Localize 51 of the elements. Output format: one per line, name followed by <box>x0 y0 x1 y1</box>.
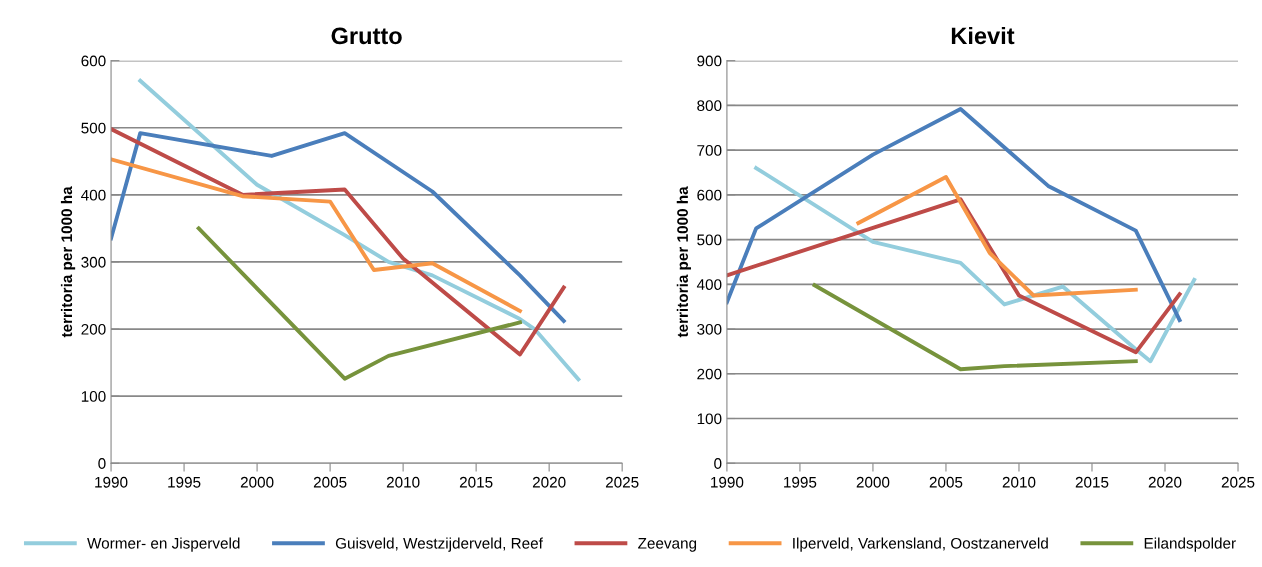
x-tick-label: 2020 <box>532 476 566 488</box>
line-series <box>111 131 566 323</box>
y-tick-label: 400 <box>81 189 106 201</box>
x-tick-label: 1990 <box>711 476 744 488</box>
x-tick-label: 2010 <box>386 476 420 488</box>
x-tick-label: 2000 <box>856 476 890 488</box>
y-tick-label: 900 <box>697 55 722 67</box>
x-tick-label: 2015 <box>459 476 493 488</box>
legend-label: Ilperveld, Varkensland, Oostzanerveld <box>793 537 1048 552</box>
y-tick-label: 300 <box>81 256 106 268</box>
y-tick-label: 500 <box>697 234 722 246</box>
line-series <box>754 166 1197 364</box>
y-tick-label: 400 <box>696 279 722 291</box>
line-series <box>726 197 1182 355</box>
legend-label: Wormer- en Jisperveld <box>87 537 240 552</box>
x-tick-label: 1995 <box>784 476 817 488</box>
x-tick-label: 2025 <box>605 476 639 488</box>
line-series <box>812 283 1138 372</box>
x-tick-label: 2025 <box>1221 476 1255 488</box>
line-series <box>111 127 566 357</box>
x-tick-label: 1990 <box>95 476 128 488</box>
line-series <box>856 175 1138 298</box>
line-series <box>196 226 522 381</box>
y-tick-label: 0 <box>714 458 722 469</box>
y-axis-title: territoria per 1000 ha <box>676 186 692 338</box>
y-tick-label: 0 <box>98 458 106 469</box>
x-tick-label: 1995 <box>168 476 201 488</box>
y-tick-label: 500 <box>81 122 106 134</box>
legend-label: Guisveld, Westzijderveld, Reef <box>335 537 543 552</box>
x-tick-label: 2005 <box>929 476 963 488</box>
y-tick-label: 800 <box>697 100 722 112</box>
chart-title: Kievit <box>951 26 1015 45</box>
x-tick-label: 2005 <box>313 476 347 488</box>
y-tick-label: 700 <box>697 145 722 156</box>
chart-title: Grutto <box>331 27 402 45</box>
legend-label: Zeevang <box>638 538 697 552</box>
y-tick-label: 100 <box>81 391 106 402</box>
y-tick-label: 200 <box>81 323 106 335</box>
x-tick-label: 2015 <box>1075 476 1109 488</box>
line-series <box>726 107 1182 323</box>
y-tick-label: 200 <box>697 368 722 380</box>
y-tick-label: 300 <box>697 323 722 335</box>
legend-label: Eilandspolder <box>1144 537 1236 552</box>
y-tick-label: 600 <box>81 55 106 67</box>
y-tick-label: 600 <box>697 189 722 201</box>
y-tick-label: 100 <box>697 413 722 425</box>
x-tick-label: 2010 <box>1002 476 1036 488</box>
x-tick-label: 2000 <box>240 476 274 488</box>
y-axis-title: territoria per 1000 ha <box>60 186 76 338</box>
line-series <box>111 157 522 313</box>
x-tick-label: 2020 <box>1148 476 1182 488</box>
